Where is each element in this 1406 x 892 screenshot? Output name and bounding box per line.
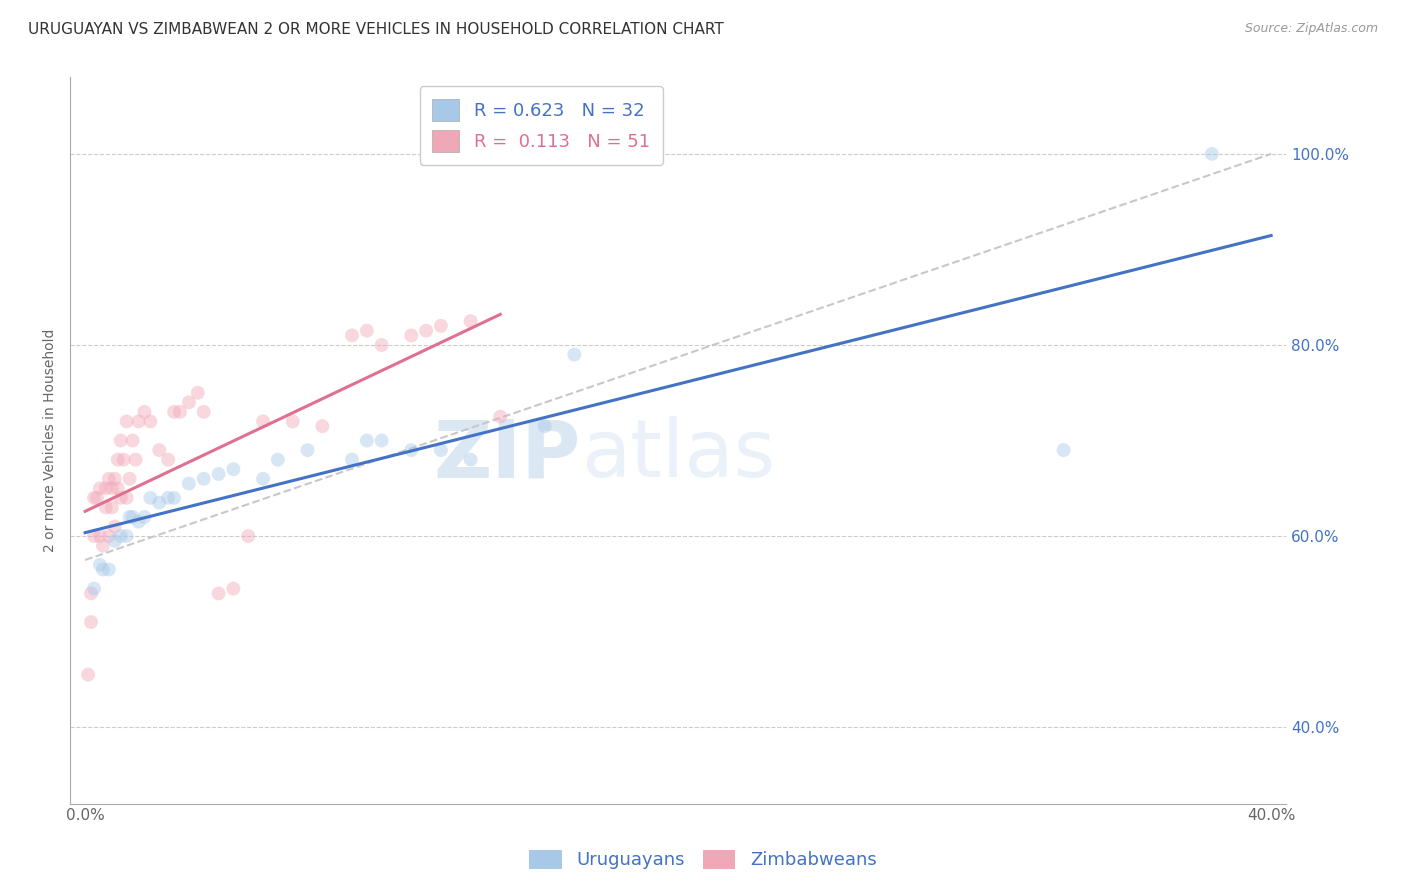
Point xyxy=(110,434,132,448)
Point xyxy=(238,529,260,543)
Point xyxy=(77,667,100,681)
Point xyxy=(193,405,215,419)
Point xyxy=(460,314,482,328)
Point xyxy=(128,414,150,428)
Point xyxy=(157,491,180,505)
Point xyxy=(340,452,363,467)
Point xyxy=(101,481,124,495)
Point xyxy=(89,529,111,543)
Point xyxy=(177,395,200,409)
Point xyxy=(148,495,170,509)
Point xyxy=(121,434,143,448)
Point xyxy=(401,443,423,458)
Point xyxy=(115,529,138,543)
Point xyxy=(157,452,180,467)
Point xyxy=(104,472,127,486)
Point xyxy=(311,419,333,434)
Point xyxy=(139,491,162,505)
Point xyxy=(89,558,111,572)
Point xyxy=(80,615,103,629)
Point xyxy=(139,414,162,428)
Point xyxy=(110,529,132,543)
Legend: Uruguayans, Zimbabweans: Uruguayans, Zimbabweans xyxy=(520,841,886,879)
Point xyxy=(110,491,132,505)
Text: URUGUAYAN VS ZIMBABWEAN 2 OR MORE VEHICLES IN HOUSEHOLD CORRELATION CHART: URUGUAYAN VS ZIMBABWEAN 2 OR MORE VEHICL… xyxy=(28,22,724,37)
Point xyxy=(489,409,512,424)
Point xyxy=(118,510,141,524)
Point xyxy=(101,500,124,515)
Point xyxy=(83,491,105,505)
Point xyxy=(1201,147,1223,161)
Point xyxy=(107,452,129,467)
Point xyxy=(564,347,586,361)
Point xyxy=(281,414,304,428)
Point xyxy=(356,434,378,448)
Point xyxy=(97,529,120,543)
Point xyxy=(297,443,319,458)
Point xyxy=(86,491,108,505)
Point xyxy=(193,472,215,486)
Point xyxy=(107,481,129,495)
Point xyxy=(533,419,555,434)
Point xyxy=(430,443,453,458)
Point xyxy=(94,481,117,495)
Point xyxy=(115,491,138,505)
Point xyxy=(356,324,378,338)
Point xyxy=(128,515,150,529)
Point xyxy=(104,533,127,548)
Point xyxy=(148,443,170,458)
Point xyxy=(222,462,245,476)
Y-axis label: 2 or more Vehicles in Household: 2 or more Vehicles in Household xyxy=(44,329,58,552)
Point xyxy=(401,328,423,343)
Point xyxy=(91,539,114,553)
Point xyxy=(415,324,437,338)
Point xyxy=(83,529,105,543)
Point xyxy=(252,472,274,486)
Text: ZIP: ZIP xyxy=(433,416,581,494)
Point xyxy=(207,586,229,600)
Point xyxy=(163,405,186,419)
Point xyxy=(97,562,120,576)
Point xyxy=(91,562,114,576)
Point xyxy=(89,481,111,495)
Point xyxy=(134,510,156,524)
Text: atlas: atlas xyxy=(581,416,775,494)
Point xyxy=(187,385,209,400)
Point xyxy=(340,328,363,343)
Point xyxy=(104,519,127,533)
Point xyxy=(163,491,186,505)
Point xyxy=(370,434,392,448)
Point xyxy=(207,467,229,481)
Point xyxy=(177,476,200,491)
Point xyxy=(121,510,143,524)
Point xyxy=(222,582,245,596)
Point xyxy=(267,452,290,467)
Point xyxy=(370,338,392,352)
Point xyxy=(430,318,453,333)
Point xyxy=(94,500,117,515)
Legend: R = 0.623   N = 32, R =  0.113   N = 51: R = 0.623 N = 32, R = 0.113 N = 51 xyxy=(420,87,662,165)
Point xyxy=(115,414,138,428)
Point xyxy=(1052,443,1074,458)
Point xyxy=(112,452,135,467)
Point xyxy=(134,405,156,419)
Point xyxy=(97,472,120,486)
Point xyxy=(169,405,191,419)
Point xyxy=(460,452,482,467)
Point xyxy=(118,472,141,486)
Text: Source: ZipAtlas.com: Source: ZipAtlas.com xyxy=(1244,22,1378,36)
Point xyxy=(124,452,146,467)
Point xyxy=(83,582,105,596)
Point xyxy=(252,414,274,428)
Point xyxy=(80,586,103,600)
